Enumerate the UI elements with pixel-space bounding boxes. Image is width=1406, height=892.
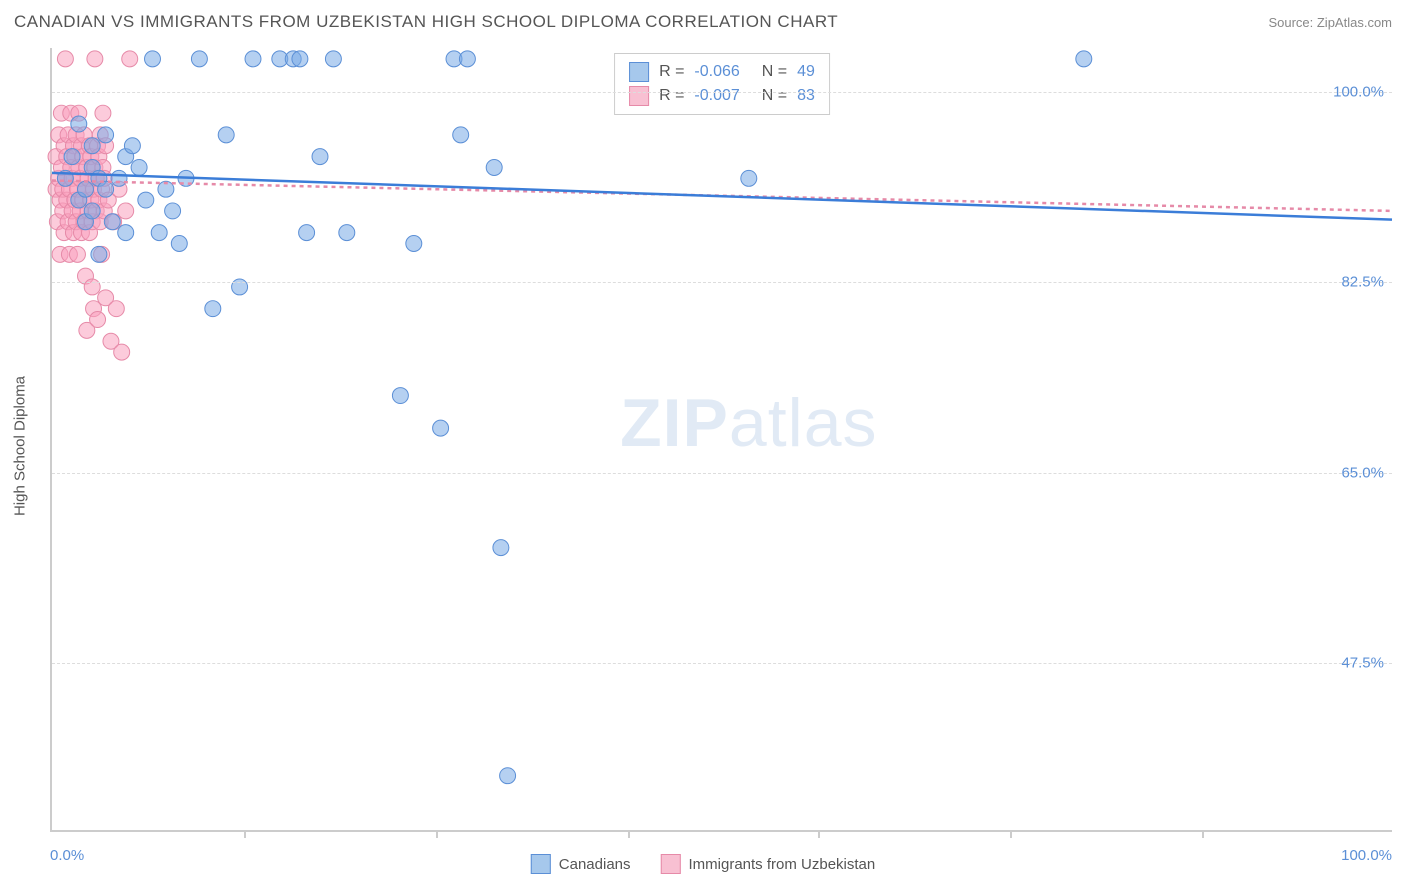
source-attribution: Source: ZipAtlas.com	[1268, 15, 1392, 30]
legend-label: Immigrants from Uzbekistan	[689, 856, 876, 873]
stat-n-label: N =	[762, 84, 787, 108]
data-point	[95, 105, 111, 121]
data-point	[84, 138, 100, 154]
gridline	[52, 663, 1392, 664]
data-point	[98, 127, 114, 143]
data-point	[406, 236, 422, 252]
data-point	[453, 127, 469, 143]
data-point	[64, 149, 80, 165]
x-tick	[818, 830, 820, 838]
data-point	[131, 159, 147, 175]
data-point	[118, 225, 134, 241]
data-point	[138, 192, 154, 208]
chart-header: CANADIAN VS IMMIGRANTS FROM UZBEKISTAN H…	[14, 12, 1392, 32]
stat-r-label: R =	[659, 84, 684, 108]
data-point	[299, 225, 315, 241]
data-point	[459, 51, 475, 67]
data-point	[87, 51, 103, 67]
stat-n-label: N =	[762, 60, 787, 84]
stat-n-value: 49	[797, 60, 815, 84]
data-point	[191, 51, 207, 67]
y-tick-label: 100.0%	[1333, 83, 1384, 100]
stat-r-value: -0.066	[694, 60, 739, 84]
trendline	[52, 173, 1392, 220]
data-point	[122, 51, 138, 67]
stats-row: R = -0.066 N = 49	[629, 60, 815, 84]
data-point	[486, 159, 502, 175]
legend-label: Canadians	[559, 856, 631, 873]
data-point	[292, 51, 308, 67]
x-tick	[1202, 830, 1204, 838]
data-point	[91, 246, 107, 262]
data-point	[111, 170, 127, 186]
legend-item: Canadians	[531, 854, 631, 874]
data-point	[493, 540, 509, 556]
plot-area: ZIPatlas R =-0.066N =49R =-0.007N =83 47…	[50, 48, 1392, 832]
data-point	[98, 181, 114, 197]
plot-svg	[52, 48, 1392, 830]
data-point	[339, 225, 355, 241]
gridline	[52, 473, 1392, 474]
data-point	[57, 51, 73, 67]
data-point	[500, 768, 516, 784]
data-point	[104, 214, 120, 230]
x-tick	[244, 830, 246, 838]
data-point	[145, 51, 161, 67]
data-point	[171, 236, 187, 252]
data-point	[433, 420, 449, 436]
y-tick-label: 82.5%	[1341, 274, 1384, 291]
chart-title: CANADIAN VS IMMIGRANTS FROM UZBEKISTAN H…	[14, 12, 838, 32]
data-point	[218, 127, 234, 143]
stats-box: R = -0.066 N = 49 R = -0.007 N = 83	[614, 53, 830, 115]
data-point	[205, 301, 221, 317]
stat-n-value: 83	[797, 84, 815, 108]
data-point	[151, 225, 167, 241]
x-tick	[436, 830, 438, 838]
legend-swatch	[661, 854, 681, 874]
y-tick-label: 47.5%	[1341, 655, 1384, 672]
x-tick	[628, 830, 630, 838]
legend-swatch	[629, 62, 649, 82]
data-point	[741, 170, 757, 186]
x-axis-min-label: 0.0%	[50, 847, 84, 864]
data-point	[78, 181, 94, 197]
stat-r-label: R =	[659, 60, 684, 84]
legend-swatch	[531, 854, 551, 874]
legend-item: Immigrants from Uzbekistan	[661, 854, 876, 874]
data-point	[71, 116, 87, 132]
data-point	[108, 301, 124, 317]
data-point	[165, 203, 181, 219]
data-point	[69, 246, 85, 262]
data-point	[84, 203, 100, 219]
data-point	[124, 138, 140, 154]
gridline	[52, 92, 1392, 93]
data-point	[312, 149, 328, 165]
bottom-legend: Canadians Immigrants from Uzbekistan	[531, 854, 875, 874]
data-point	[392, 388, 408, 404]
legend-swatch	[629, 86, 649, 106]
stat-r-value: -0.007	[694, 84, 739, 108]
data-point	[118, 203, 134, 219]
data-point	[90, 312, 106, 328]
stats-row: R = -0.007 N = 83	[629, 84, 815, 108]
y-tick-label: 65.0%	[1341, 464, 1384, 481]
data-point	[325, 51, 341, 67]
data-point	[245, 51, 261, 67]
gridline	[52, 282, 1392, 283]
y-axis-label: High School Diploma	[12, 376, 29, 516]
x-axis-max-label: 100.0%	[1341, 847, 1392, 864]
x-tick	[1010, 830, 1012, 838]
data-point	[114, 344, 130, 360]
data-point	[1076, 51, 1092, 67]
